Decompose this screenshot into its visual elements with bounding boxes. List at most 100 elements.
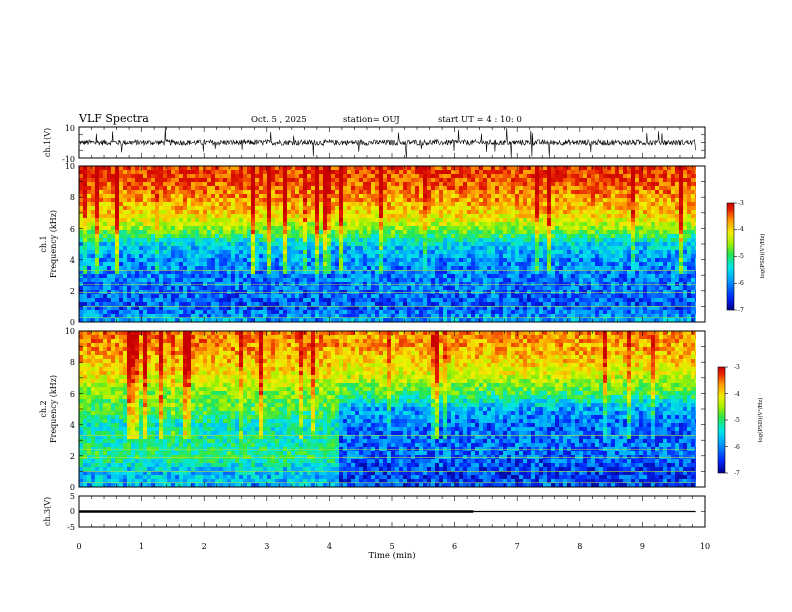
ch1-spectrogram-cell — [379, 266, 384, 271]
ch1-spectrogram-cell — [455, 210, 460, 215]
ch1-spectrogram-cell — [159, 262, 164, 267]
ch1-spectrogram-cell — [403, 230, 408, 235]
ch1-spectrogram-cell — [335, 310, 340, 315]
ch1-spectrogram-cell — [571, 270, 576, 275]
ch1-spectrogram-cell — [443, 258, 448, 263]
ch1-spectrogram-cell — [331, 262, 336, 267]
ch1-spectrogram-cell — [303, 282, 308, 287]
ch1-spectrogram-cell — [271, 190, 276, 195]
ch1-spectrogram-cell — [167, 274, 172, 279]
ch1-spectrogram-cell — [99, 254, 104, 259]
figure-title: VLF Spectra — [78, 112, 149, 125]
ch1-spectrogram-cell — [419, 278, 424, 283]
ch1-spectrogram-cell — [319, 254, 324, 259]
ch1-spectrogram-cell — [159, 218, 164, 223]
ch1-spectrogram-cell — [255, 210, 260, 215]
ch1-spectrogram-cell — [155, 190, 160, 195]
ch1-spectrogram-cell — [303, 226, 308, 231]
ch1-spectrogram-cell — [91, 310, 96, 315]
ch1-spectrogram-cell — [331, 182, 336, 187]
ch1-spectrogram-cell — [567, 186, 572, 191]
ch1-spectrogram-cell — [251, 174, 256, 179]
ch1-spectrogram-cell — [395, 190, 400, 195]
ch1-spectrogram-cell — [467, 166, 472, 171]
ch1-spectrogram-cell — [199, 198, 204, 203]
ch1-spectrogram-cell — [427, 202, 432, 207]
ch1-spectrogram-cell — [395, 262, 400, 267]
ch1-spectrogram-cell — [99, 182, 104, 187]
ch1-spectrogram-cell — [567, 210, 572, 215]
ch1-spectrogram-cell — [271, 262, 276, 267]
ch1-spectrogram-cell — [207, 202, 212, 207]
ch1-spectrogram-cell — [391, 170, 396, 175]
ch1-spectrogram-cell — [459, 230, 464, 235]
ch1-spectrogram-cell — [155, 302, 160, 307]
ch1-spectrogram-cell — [315, 246, 320, 251]
ch1-spectrogram-cell — [235, 242, 240, 247]
ch1-spectrogram-cell — [283, 174, 288, 179]
ch1-spectrogram-cell — [243, 318, 248, 323]
ch1-spectrogram-cell — [411, 242, 416, 247]
ch1-spectrogram-cell — [295, 230, 300, 235]
ch1-spectrogram-cell — [479, 174, 484, 179]
ch1-spectrogram-cell — [87, 178, 92, 183]
ch1-spectrogram-cell — [319, 262, 324, 267]
ch1-spectrogram-cell — [479, 246, 484, 251]
ch1-spectrogram-cell — [263, 254, 268, 259]
ch1-spectrogram-cell — [315, 170, 320, 175]
ch1-spectrogram-cell — [371, 242, 376, 247]
ch1-spectrogram-cell — [259, 254, 264, 259]
ch1-spectrogram-cell — [295, 242, 300, 247]
ch1-spectrogram-cell — [179, 254, 184, 259]
ch1-spectrogram-cell — [199, 262, 204, 267]
ch1-spectrogram-cell — [399, 198, 404, 203]
ch1-spectrogram-cell — [343, 246, 348, 251]
ch1-spectrogram-cell — [223, 242, 228, 247]
ch1-spectrogram-cell — [323, 258, 328, 263]
ch1-spectrogram-cell — [431, 210, 436, 215]
ch1-spectrogram-cell — [335, 166, 340, 171]
ch1-spectrogram-cell — [207, 166, 212, 171]
ch1-spectrogram-cell — [243, 254, 248, 259]
ch1-spectrogram-cell — [115, 274, 120, 279]
ch1-spectrogram-cell — [571, 254, 576, 259]
ch1-spectrogram-cell — [371, 174, 376, 179]
ch1-spectrogram-cell — [371, 202, 376, 207]
ch1-spectrogram-cell — [207, 274, 212, 279]
ch1-spectrogram-cell — [231, 226, 236, 231]
ch1-spectrogram-cell — [263, 170, 268, 175]
ch1-spectrogram-cell — [403, 250, 408, 255]
ch1-spectrogram-cell — [403, 274, 408, 279]
ch1-spectrogram-cell — [491, 310, 496, 315]
ch1-spectrogram-cell — [375, 190, 380, 195]
ch1-spectrogram-cell — [359, 230, 364, 235]
ch1-spectrogram-cell — [415, 266, 420, 271]
ch1-spectrogram-cell — [575, 282, 580, 287]
ch1-spectrogram-cell — [155, 314, 160, 319]
ch1-spectrogram-cell — [159, 278, 164, 283]
ch1-spectrogram-cell — [479, 218, 484, 223]
ch1-spectrogram-cell — [419, 238, 424, 243]
ch1-spectrogram-cell — [103, 230, 108, 235]
ch1-spectrogram-cell — [259, 234, 264, 239]
ch1-spectrogram-cell — [103, 278, 108, 283]
ch1-spectrogram-cell — [387, 270, 392, 275]
ch1-spectrogram-cell — [187, 170, 192, 175]
ch1-spectrogram-cell — [563, 282, 568, 287]
ch1-spectrogram-cell — [507, 262, 512, 267]
ch1-spectrogram-cell — [311, 278, 316, 283]
ch1-spectrogram-cell — [491, 246, 496, 251]
ch1-spectrogram-cell — [95, 206, 100, 211]
ch1-spectrogram-cell — [539, 174, 544, 179]
ch1-spectrogram-cell — [235, 314, 240, 319]
ch1-spectrogram-cell — [415, 198, 420, 203]
ch1-spectrogram-cell — [351, 186, 356, 191]
ch1-spectrogram-cell — [131, 198, 136, 203]
ch1-spectrogram-cell — [263, 270, 268, 275]
ch1-spectrogram-cell — [503, 278, 508, 283]
ch1-spectrogram-cell — [95, 210, 100, 215]
ch1-spectrogram-cell — [407, 274, 412, 279]
ch1-spectrogram-cell — [375, 258, 380, 263]
ch1-spectrogram-cell — [271, 270, 276, 275]
